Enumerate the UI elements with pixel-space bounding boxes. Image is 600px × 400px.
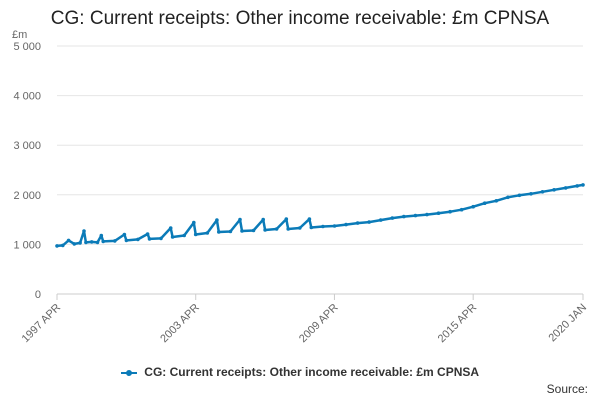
data-point [402,214,406,219]
x-tick-label: 2009 APR [297,302,341,346]
data-point [286,227,291,231]
data-point [298,226,302,230]
data-point [581,183,585,187]
data-point [274,227,279,231]
x-tick-label: 2003 APR [158,302,202,346]
data-point [89,240,94,244]
data-point [238,217,242,222]
source-label: Source: [546,382,588,396]
data-point [261,217,266,222]
data-point [413,213,418,218]
x-tick-label: 1997 APR [20,302,64,346]
y-tick-label: 5 000 [13,41,41,53]
data-point [217,230,221,234]
x-tick-label: 2020 JAN [546,302,589,345]
grid-layer [57,45,583,295]
data-point [494,199,499,203]
data-point [332,224,337,228]
x-tick-label: 2015 APR [436,302,480,346]
data-point [540,190,545,194]
data-point [251,228,256,233]
data-point [145,232,150,236]
data-point [459,207,464,212]
data-point [95,240,100,245]
data-point [355,221,360,225]
axis-layer [56,293,584,300]
data-point [448,209,452,214]
data-point [240,229,244,233]
legend: CG: Current receipts: Other income recei… [0,365,600,379]
y-tick-label: 1 000 [13,239,41,251]
data-point [72,242,77,246]
y-tick-label: 0 [35,289,41,301]
y-tick-label: 4 000 [13,91,41,103]
data-point [205,231,210,235]
data-point [168,226,173,230]
data-point [228,229,233,234]
data-point [122,232,127,237]
data-point [82,229,86,233]
series-layer [55,183,585,248]
data-point [552,188,556,192]
data-point [182,233,186,238]
data-point [170,235,175,239]
data-point [563,186,568,190]
data-point [215,218,219,222]
data-point [506,195,510,200]
data-point [147,237,152,241]
data-point [309,225,314,230]
legend-label: CG: Current receipts: Other income recei… [144,365,480,379]
data-point [193,232,198,237]
data-point [436,211,441,215]
data-point [390,216,395,220]
data-point [263,228,267,232]
x-tick-labels: 1997 APR 2003 APR 2009 APR 2015 APR 2020 JAN [20,302,590,346]
data-point [124,238,129,243]
y-tick-label: 3 000 [13,140,41,152]
data-point [78,241,82,245]
data-point [55,244,59,248]
data-point [66,238,71,243]
data-point [307,217,312,221]
y-tick-label: 2 000 [13,190,41,202]
data-point [321,224,325,229]
data-point [101,239,105,244]
chart-title: CG: Current receipts: Other income recei… [50,8,550,29]
y-tick-labels: 0 1 000 2 000 3 000 4 000 5 000 [13,41,41,301]
data-point [159,236,163,241]
data-point [99,233,104,238]
data-point [471,204,476,209]
data-point [192,220,196,225]
data-point [284,217,289,221]
data-point [136,237,140,242]
data-point [84,240,88,245]
series-line [56,183,584,248]
data-point [575,184,579,188]
data-point [61,243,65,248]
data-point [425,212,429,217]
data-point [113,239,117,243]
data-point [482,201,487,205]
y-axis-label: £m [12,29,27,41]
data-point [517,193,522,198]
legend-line-marker-icon [120,368,137,378]
data-point [378,218,383,222]
data-point [344,222,348,227]
data-point [529,192,533,196]
data-point [367,220,371,224]
